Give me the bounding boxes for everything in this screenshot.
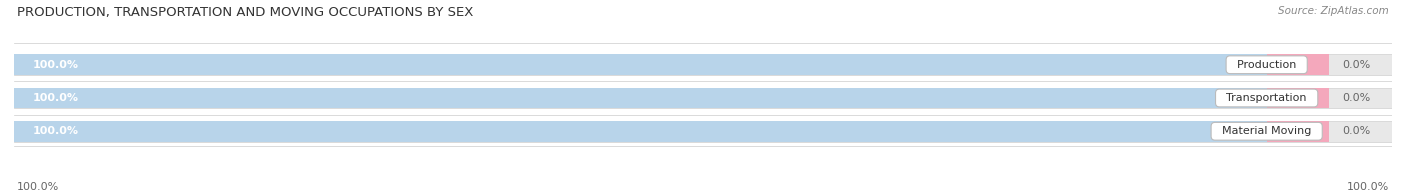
Text: Source: ZipAtlas.com: Source: ZipAtlas.com: [1278, 6, 1389, 16]
Text: Material Moving: Material Moving: [1215, 126, 1319, 136]
Text: 0.0%: 0.0%: [1341, 93, 1369, 103]
Bar: [14, 88, 1392, 108]
Text: 100.0%: 100.0%: [1347, 182, 1389, 192]
Text: 0.0%: 0.0%: [1341, 126, 1369, 136]
Bar: [14, 121, 1267, 142]
Bar: [1267, 54, 1329, 75]
Bar: [14, 88, 1267, 108]
Text: Production: Production: [1230, 60, 1303, 70]
Bar: [14, 54, 1392, 75]
Text: 100.0%: 100.0%: [32, 126, 79, 136]
Bar: [14, 54, 1267, 75]
Text: 0.0%: 0.0%: [1341, 60, 1369, 70]
Text: PRODUCTION, TRANSPORTATION AND MOVING OCCUPATIONS BY SEX: PRODUCTION, TRANSPORTATION AND MOVING OC…: [17, 6, 474, 19]
Bar: [14, 121, 1392, 142]
Text: 100.0%: 100.0%: [17, 182, 59, 192]
Bar: [1267, 88, 1329, 108]
Text: 100.0%: 100.0%: [32, 60, 79, 70]
Text: Transportation: Transportation: [1219, 93, 1315, 103]
Text: 100.0%: 100.0%: [32, 93, 79, 103]
Bar: [1267, 121, 1329, 142]
